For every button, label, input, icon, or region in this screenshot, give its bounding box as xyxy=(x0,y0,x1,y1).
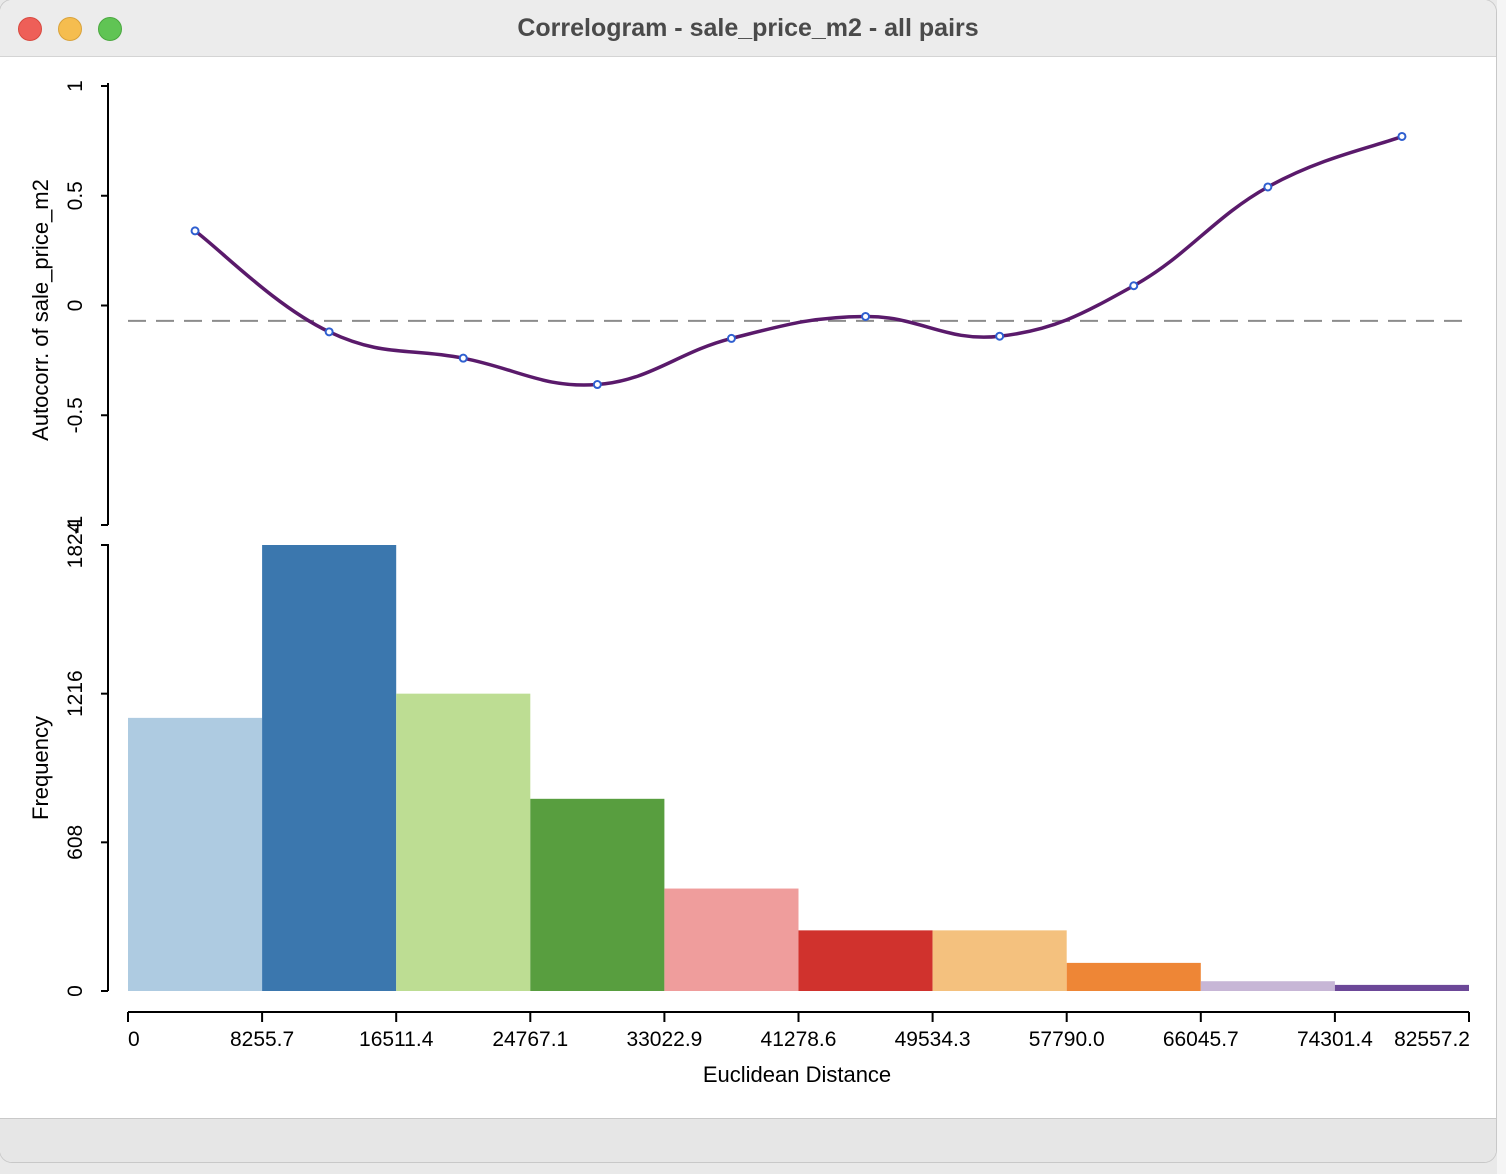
histogram-bar xyxy=(262,545,397,991)
histogram-x-tick-label: 33022.9 xyxy=(626,1028,702,1051)
autocorr-y-tick-label: -1 xyxy=(64,516,87,535)
histogram-bar xyxy=(1066,962,1201,991)
histogram-x-tick-label: 82557.2 xyxy=(1394,1028,1470,1051)
histogram-x-tick-label: 66045.7 xyxy=(1163,1028,1239,1051)
histogram-x-tick-label: 57790.0 xyxy=(1029,1028,1105,1051)
histogram-y-tick-label: 1216 xyxy=(64,670,87,717)
autocorr-point xyxy=(592,380,602,390)
window-footer xyxy=(0,1118,1496,1162)
histogram-bar xyxy=(1200,981,1335,991)
autocorr-y-tick-label: 1 xyxy=(64,80,87,92)
autocorr-smooth-curve xyxy=(193,134,1403,387)
histogram-bar xyxy=(396,693,531,991)
autocorr-y-tick-label: 0 xyxy=(64,300,87,312)
histogram-x-tick-label: 41278.6 xyxy=(761,1028,837,1051)
autocorr-point xyxy=(726,333,736,343)
histogram-panel: 0 608 1216 1824 Frequency 0 8255.7 16511.4 247… xyxy=(28,521,1470,1087)
histogram-bar xyxy=(1334,984,1469,991)
histogram-bar xyxy=(530,798,665,991)
close-button[interactable] xyxy=(18,17,42,41)
autocorr-points xyxy=(190,131,1407,390)
minimize-button[interactable] xyxy=(58,17,82,41)
histogram-x-tick-label: 74301.4 xyxy=(1297,1028,1373,1051)
autocorr-panel: -1 -0.5 0 0.5 1 Autocorr. of sale_price_m2 xyxy=(28,80,1469,534)
autocorr-point xyxy=(995,331,1005,341)
histogram-y-tick-label: 608 xyxy=(64,825,87,860)
background-window-edge xyxy=(1497,0,1506,1174)
title-bar: Correlogram - sale_price_m2 - all pairs xyxy=(0,0,1496,57)
histogram-x-tick-label: 16511.4 xyxy=(359,1028,434,1051)
autocorr-point xyxy=(324,327,334,337)
window-title: Correlogram - sale_price_m2 - all pairs xyxy=(517,14,979,42)
histogram-x-axis-label: Euclidean Distance xyxy=(703,1062,891,1087)
histogram-bar xyxy=(798,930,933,991)
autocorr-point xyxy=(190,226,200,236)
autocorr-point xyxy=(1397,131,1407,141)
histogram-y-tick-label: 0 xyxy=(64,985,87,997)
histogram-y-tick-label: 1824 xyxy=(64,521,87,568)
histogram-x-tick-label: 24767.1 xyxy=(492,1028,568,1051)
histogram-bar xyxy=(932,930,1067,991)
autocorr-y-axis-label: Autocorr. of sale_price_m2 xyxy=(28,179,53,441)
correlogram-plot: -1 -0.5 0 0.5 1 Autocorr. of sale_price_m2 0… xyxy=(28,80,1470,1087)
histogram-bar xyxy=(128,717,263,991)
histogram-y-axis-label: Frequency xyxy=(28,716,53,820)
histogram-y-ticks: 0 608 1216 1824 xyxy=(64,521,108,997)
histogram-bar xyxy=(664,888,799,991)
maximize-button[interactable] xyxy=(98,17,122,41)
autocorr-y-tick-label: 0.5 xyxy=(64,181,87,210)
autocorr-y-tick-label: -0.5 xyxy=(64,397,87,433)
histogram-x-ticks: 0 8255.7 16511.4 24767.1 33022.9 41278.6 49534… xyxy=(127,1012,1470,1051)
histogram-x-tick-label: 8255.7 xyxy=(230,1028,294,1051)
autocorr-point xyxy=(1263,182,1273,192)
histogram-bars xyxy=(128,545,1469,991)
histogram-x-tick-label: 49534.3 xyxy=(895,1028,971,1051)
histogram-x-tick-label: 0 xyxy=(128,1028,140,1051)
autocorr-point xyxy=(1129,281,1139,291)
autocorr-point xyxy=(458,353,468,363)
autocorr-y-ticks: -1 -0.5 0 0.5 1 xyxy=(64,80,108,534)
autocorr-point xyxy=(861,311,871,321)
